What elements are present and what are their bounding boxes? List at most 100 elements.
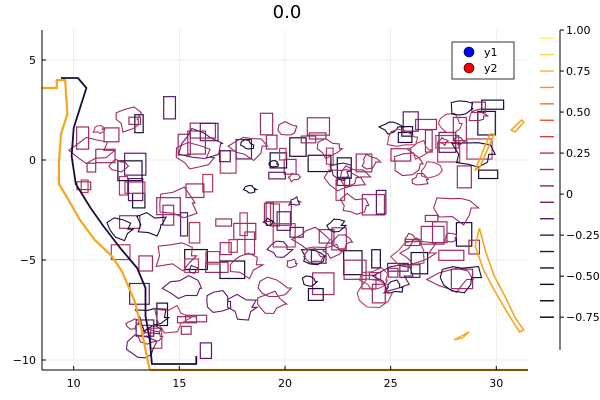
- contour-blob: [159, 186, 198, 219]
- contour-block: [86, 162, 97, 173]
- contour-block: [117, 160, 143, 182]
- y-tick-label: −5: [20, 254, 36, 267]
- contour-block: [118, 175, 129, 196]
- colorbar-tick-label: 0: [566, 188, 573, 201]
- boundary-right-orange-spot: [453, 331, 470, 341]
- contour-block: [424, 214, 439, 223]
- colorbar: 1.00 0.75 0.50 0.25 0 −0.25 −0.50 −0.75: [540, 24, 600, 350]
- contour-block: [219, 242, 232, 256]
- colorbar-tick-label: −0.50: [566, 270, 600, 283]
- contour-blob: [92, 124, 107, 135]
- contour-blob: [287, 172, 302, 183]
- legend-marker-y1: [463, 46, 475, 58]
- contour-blob: [468, 108, 489, 122]
- y-tick-label: −10: [13, 354, 36, 367]
- contour-blob: [290, 226, 332, 250]
- contour-blob: [420, 161, 444, 179]
- contour-block: [456, 165, 472, 189]
- contour-block: [156, 302, 169, 327]
- contour-blob: [398, 240, 438, 265]
- contour-block: [219, 260, 246, 280]
- contour-block: [103, 127, 120, 143]
- contour-block: [478, 169, 499, 180]
- contour-blob: [262, 217, 276, 226]
- contour-block: [199, 342, 213, 360]
- contour-blob: [115, 106, 143, 133]
- boundary-left-dark: [61, 77, 198, 365]
- colorbar-tick-label: 0.50: [566, 106, 591, 119]
- contour-block: [307, 154, 332, 173]
- contour-blob: [361, 153, 383, 170]
- contour-block: [110, 244, 131, 261]
- contour-blob: [175, 141, 216, 170]
- contour-blob: [161, 274, 203, 300]
- contour-block: [95, 148, 116, 164]
- contour-blob: [277, 120, 298, 136]
- x-tick-label: 30: [489, 377, 503, 390]
- contour-blob: [108, 158, 131, 173]
- contour-block: [239, 212, 248, 237]
- colorbar-tick-label: −0.25: [566, 229, 600, 242]
- contour-block: [399, 264, 421, 278]
- contour-blob: [106, 217, 135, 242]
- contour-block: [129, 282, 150, 305]
- y-axis-ticks: 5 0 −5 −10: [13, 54, 46, 367]
- contour-blob: [153, 304, 192, 334]
- contour-block: [325, 147, 334, 165]
- contour-blob: [425, 267, 475, 293]
- contour-block: [452, 116, 467, 142]
- contour-block: [481, 99, 505, 110]
- contour-blob: [136, 211, 167, 237]
- contour-block: [205, 261, 229, 274]
- contour-block: [124, 152, 147, 176]
- contour-blob: [301, 275, 319, 287]
- contour-block: [233, 222, 257, 241]
- contour-block: [176, 316, 198, 324]
- contour-block: [138, 255, 154, 272]
- contour-block: [308, 132, 327, 140]
- contour-blob: [356, 278, 394, 309]
- contour-blob: [227, 136, 269, 162]
- contour-blob: [242, 185, 259, 194]
- contour-block: [263, 202, 274, 222]
- contour-blob: [257, 276, 293, 298]
- colorbar-tick-label: 0.75: [566, 65, 591, 78]
- contour-blob: [316, 137, 344, 160]
- contour-blob: [257, 290, 289, 315]
- contour-block: [219, 150, 231, 163]
- contour-block: [127, 177, 144, 202]
- contour-block: [477, 110, 496, 136]
- contour-blob: [330, 234, 354, 250]
- contour-block: [289, 137, 307, 157]
- contour-block: [355, 153, 373, 173]
- contour-block: [265, 201, 292, 226]
- contour-block: [278, 147, 287, 161]
- contour-block: [318, 229, 335, 244]
- legend-box: [451, 41, 515, 80]
- contour-blob: [178, 127, 224, 160]
- contour-block: [215, 218, 233, 227]
- contour-blob: [229, 252, 265, 280]
- contour-blob: [268, 160, 280, 168]
- contour-block: [361, 193, 386, 216]
- contour-block: [185, 314, 208, 323]
- contour-block: [336, 176, 351, 187]
- contour-block: [371, 249, 381, 269]
- contour-block: [431, 221, 448, 244]
- contour-block: [368, 272, 382, 281]
- x-tick-label: 15: [172, 377, 186, 390]
- contour-blob: [287, 195, 303, 206]
- contour-block: [163, 96, 177, 120]
- y-tick-label: 5: [29, 54, 36, 67]
- legend-label-y1: y1: [484, 46, 498, 59]
- contour-blob: [443, 232, 457, 243]
- contour-block: [283, 158, 297, 175]
- contour-blob: [450, 142, 497, 168]
- contour-block: [402, 111, 419, 132]
- x-tick-label: 20: [278, 377, 292, 390]
- contour-block: [235, 138, 253, 160]
- contour-block: [343, 259, 367, 280]
- contour-blob: [439, 266, 483, 294]
- contour-block: [156, 197, 181, 216]
